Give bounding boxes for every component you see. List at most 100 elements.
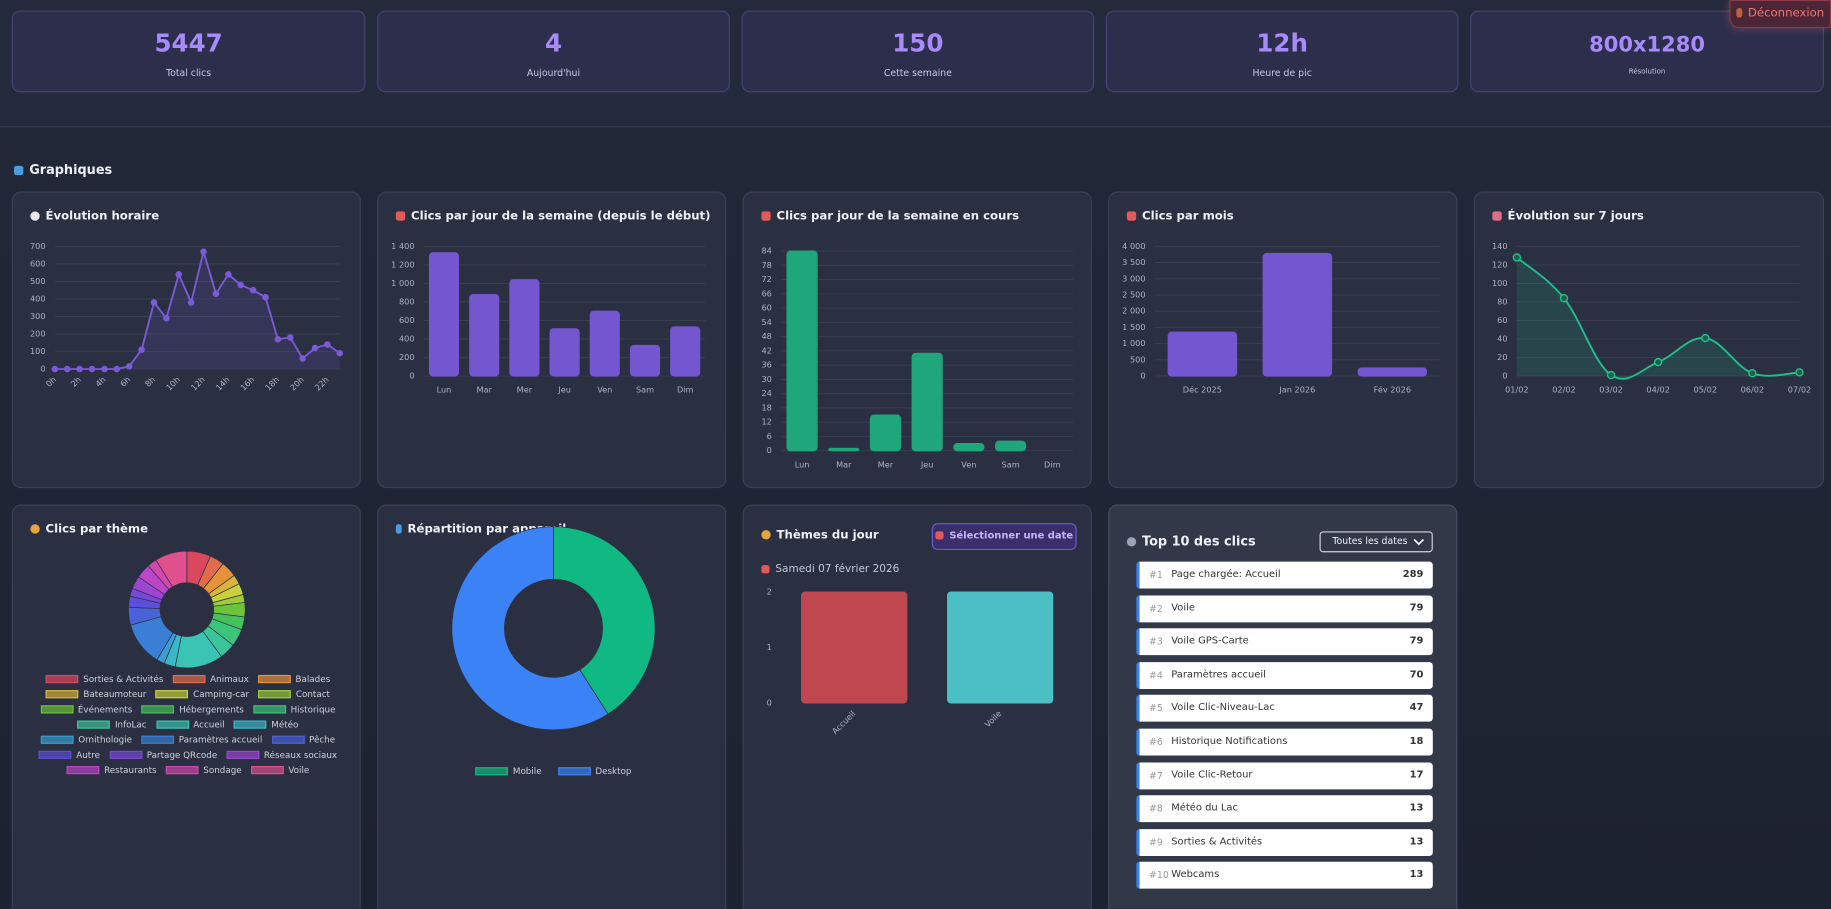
legend-label: Animaux (210, 673, 249, 685)
filter-label: Toutes les dates (1332, 535, 1408, 547)
stat-label: Aujourd'hui (526, 67, 581, 79)
row-count: 70 (1409, 668, 1424, 681)
y-tick-label: 400 (399, 333, 415, 343)
y-tick-label: 72 (761, 274, 771, 284)
area (54, 251, 340, 370)
stat-value: 12h (1256, 29, 1308, 58)
legend-item: Balades (258, 674, 330, 684)
row-count: 13 (1409, 835, 1424, 848)
legend-label: Événements (77, 704, 133, 715)
bar (469, 293, 500, 377)
y-tick-label: 6 (767, 431, 772, 441)
legend-item: Accueil (155, 719, 225, 730)
x-tick-label: 16h (238, 374, 256, 392)
legend-label: Autre (76, 749, 101, 761)
legend-item: Réseaux sociaux (226, 750, 337, 760)
top-row: #2 Voile 79 (1136, 595, 1433, 622)
row-label: Webcams (1171, 869, 1220, 881)
row-count: 13 (1409, 802, 1424, 815)
x-tick-label: 2h (68, 374, 82, 388)
rank: #3 (1149, 636, 1163, 648)
chart-title-text: Évolution horaire (45, 210, 160, 224)
y-tick-label: 1 000 (1122, 338, 1145, 348)
legend-item: Météo (233, 719, 298, 730)
stat-card: 150 Cette semaine (741, 10, 1095, 93)
bar (994, 440, 1027, 452)
x-tick-label: Mer (878, 459, 894, 469)
x-tick-label: 02/02 (1552, 385, 1576, 395)
x-tick-label: 06/02 (1741, 385, 1765, 395)
point (187, 299, 195, 306)
card-title: Top 10 des clics (1126, 534, 1256, 549)
point (262, 293, 269, 301)
legend-label: InfoLac (114, 719, 147, 730)
legend-label: Mobile (512, 766, 542, 777)
y-tick-label: 60 (761, 303, 771, 313)
legend-swatch (45, 674, 79, 684)
legend-swatch (155, 720, 189, 729)
point (1606, 370, 1616, 380)
x-tick-label: Mar (476, 385, 492, 395)
date-button[interactable]: Sélectionner une date (931, 523, 1077, 551)
x-tick-label: 12h (189, 374, 207, 392)
chart-title: Clics par jour de la semaine en cours (761, 210, 1019, 223)
stat-card: 4 Aujourd'hui (377, 10, 730, 93)
y-tick-label: 500 (1130, 354, 1146, 364)
y-tick-label: 84 (761, 246, 771, 256)
point (64, 365, 71, 373)
y-tick-label: 54 (761, 317, 771, 327)
y-tick-label: 1 000 (391, 278, 414, 288)
x-tick-label: Lun (795, 459, 810, 469)
chart-svg: 0 6 12 18 24 30 36 42 48 54 60 66 72 78 84 Lun Mar Mer Jeu… (761, 246, 1074, 469)
date-filter[interactable]: Toutes les dates (1319, 531, 1433, 553)
y-tick-label: 100 (1492, 278, 1508, 288)
legend-item: Sorties & Activités (45, 674, 163, 684)
logout-button[interactable]: Déconnexion (1729, 0, 1831, 29)
top-row: #7 Voile Clic-Retour 17 (1136, 762, 1433, 789)
rank: #4 (1149, 670, 1163, 681)
chart-title-text: Clics par jour de la semaine en cours (776, 210, 1020, 224)
bar (1357, 367, 1428, 377)
legend-swatch (40, 705, 74, 714)
x-tick-label: Ven (597, 385, 612, 395)
legend-swatch (66, 766, 100, 775)
chevron-line (1413, 538, 1425, 546)
section-title: Graphiques (14, 162, 112, 177)
legend-item: Autre (38, 749, 101, 761)
legend-item: Hébergements (141, 704, 244, 715)
y-tick-label: 0 (1140, 371, 1145, 381)
x-tick-label: Jeu (920, 459, 934, 469)
point (150, 299, 158, 306)
point (76, 365, 83, 373)
bar (670, 326, 701, 377)
y-tick-label: 2 (767, 587, 772, 597)
stat-label: Cette semaine (883, 67, 952, 79)
point (237, 281, 244, 289)
stat-label: Total clics (166, 67, 212, 79)
x-tick-label: Sam (636, 385, 654, 395)
stat-value: 150 (892, 29, 944, 58)
y-tick-label: 100 (30, 346, 46, 356)
point (324, 341, 331, 348)
x-tick-label: 10h (164, 374, 182, 392)
bar (629, 344, 661, 377)
title-icon (1492, 211, 1502, 221)
point (212, 290, 220, 297)
x-tick-label: 05/02 (1694, 385, 1718, 395)
legend-label: Pêche (309, 734, 336, 746)
point (113, 365, 121, 373)
y-tick-label: 120 (1492, 259, 1508, 269)
row-label: Historique Notifications (1171, 735, 1288, 748)
y-tick-label: 3 500 (1122, 257, 1145, 267)
legend-item: Voile (250, 764, 310, 776)
chart-card: Répartition par appareil Mobile Desktop (377, 504, 727, 909)
point (1512, 253, 1522, 262)
point (1748, 369, 1757, 378)
point (274, 335, 282, 343)
x-tick-label: Mar (836, 459, 852, 469)
legend-swatch (258, 690, 292, 699)
x-tick-label: Voile (982, 708, 1003, 729)
point (286, 334, 294, 341)
y-tick-label: 18 (761, 402, 771, 412)
legend-label: Voile (288, 764, 310, 776)
